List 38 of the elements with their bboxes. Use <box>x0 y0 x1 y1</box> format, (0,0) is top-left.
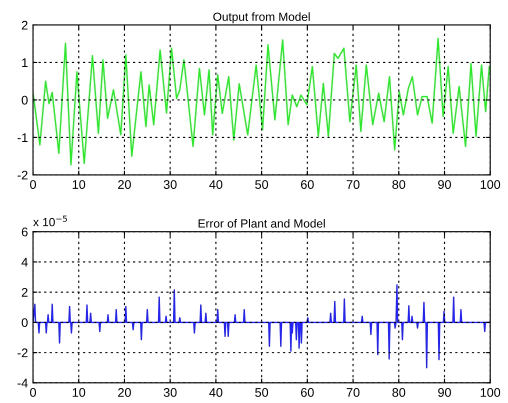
line-series <box>33 38 490 166</box>
x-tick-label: 40 <box>209 388 222 397</box>
y-tick-label: -2 <box>18 348 28 358</box>
y-tick-label: 0 <box>22 318 28 328</box>
x-tick-label: 40 <box>209 180 222 189</box>
x-tick-label: 90 <box>438 388 451 397</box>
x-tick-label: 70 <box>346 388 360 397</box>
text: x 10$^{−5}$ <box>33 216 67 226</box>
x-tick-label: 50 <box>255 388 268 397</box>
x-tick-label: 30 <box>164 388 177 397</box>
y-tick-label: 4 <box>21 258 28 266</box>
x-tick-label: 10 <box>72 180 86 189</box>
x-tick-label: 50 <box>255 180 268 189</box>
y-tick-label: 2 <box>22 288 28 297</box>
y-tick-label: 1 <box>22 58 28 67</box>
y-tick-label: -1 <box>18 133 28 142</box>
y-tick-label: 6 <box>22 228 28 236</box>
y-tick-label: -2 <box>18 170 28 180</box>
x-tick-label: 0 <box>30 388 36 397</box>
x-tick-label: 20 <box>118 388 131 397</box>
x-tick-label: 10 <box>72 388 86 397</box>
x-tick-label: 0 <box>30 180 36 189</box>
x-tick-label: 20 <box>118 180 131 189</box>
x-tick-label: 90 <box>438 180 451 189</box>
x-tick-label: 100 <box>480 180 500 189</box>
x-tick-label: 60 <box>301 388 314 397</box>
x-tick-label: 30 <box>164 180 177 189</box>
x-tick-label: 100 <box>480 388 500 397</box>
y-tick-label: 2 <box>22 20 28 30</box>
chart-title: Error of Plant and Model <box>198 219 325 228</box>
y-tick-label: -4 <box>18 378 28 388</box>
x-tick-label: 60 <box>301 180 314 189</box>
line-series <box>33 284 490 368</box>
chart-title: Output from Model <box>213 12 310 24</box>
x-tick-label: 80 <box>392 180 406 189</box>
x-tick-label: 70 <box>346 180 360 189</box>
y-tick-label: 0 <box>22 96 28 105</box>
x-tick-label: 80 <box>392 388 406 397</box>
